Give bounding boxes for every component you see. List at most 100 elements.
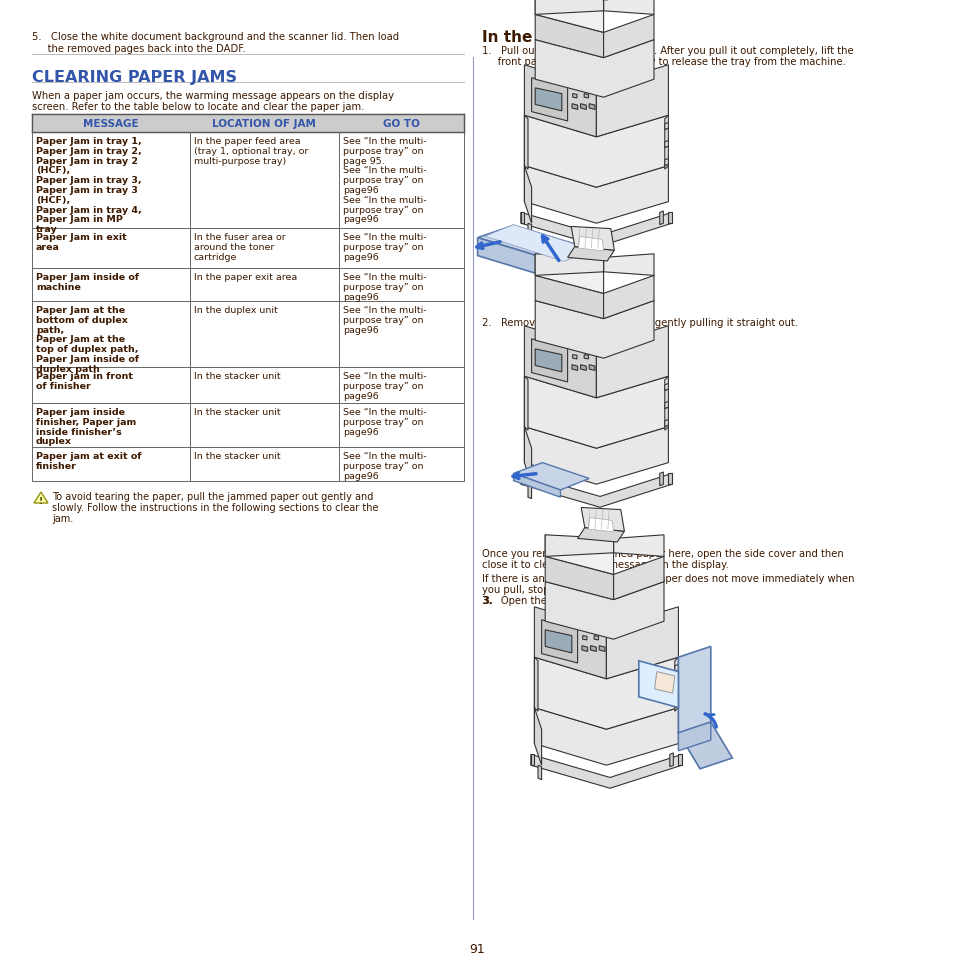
- Text: In the stacker unit: In the stacker unit: [193, 408, 280, 416]
- Polygon shape: [544, 536, 613, 557]
- Text: Paper jam in front: Paper jam in front: [36, 372, 132, 380]
- Polygon shape: [567, 248, 614, 262]
- Text: screen. Refer to the table below to locate and clear the paper jam.: screen. Refer to the table below to loca…: [32, 102, 364, 112]
- Polygon shape: [674, 682, 678, 690]
- Polygon shape: [524, 327, 596, 398]
- Bar: [32, 115, 463, 132]
- Text: multi-purpose tray): multi-purpose tray): [193, 156, 286, 166]
- Text: you pull, stop pulling. Then:: you pull, stop pulling. Then:: [481, 584, 620, 595]
- Polygon shape: [535, 254, 603, 276]
- Polygon shape: [583, 355, 588, 359]
- Polygon shape: [524, 66, 596, 137]
- Polygon shape: [588, 518, 613, 533]
- Polygon shape: [524, 167, 531, 224]
- Polygon shape: [603, 0, 654, 15]
- Text: In the tray 1: In the tray 1: [481, 30, 587, 45]
- Text: Paper Jam in tray 2: Paper Jam in tray 2: [36, 156, 138, 166]
- Text: purpose tray” on: purpose tray” on: [342, 315, 423, 324]
- Text: duplex: duplex: [36, 436, 71, 446]
- Text: See “In the multi-: See “In the multi-: [342, 273, 426, 282]
- Text: 1.   Pull out the paper tray to open. After you pull it out completely, lift the: 1. Pull out the paper tray to open. Afte…: [481, 46, 853, 56]
- Polygon shape: [582, 636, 586, 640]
- Text: around the toner: around the toner: [193, 243, 274, 252]
- Polygon shape: [577, 528, 624, 542]
- Text: close it to clear the error message on the display.: close it to clear the error message on t…: [481, 559, 728, 569]
- Polygon shape: [477, 226, 596, 264]
- Text: front part of the tray up slightly to release the tray from the machine.: front part of the tray up slightly to re…: [481, 57, 845, 67]
- Polygon shape: [534, 658, 537, 712]
- Text: Paper Jam in exit: Paper Jam in exit: [36, 233, 127, 242]
- Polygon shape: [594, 636, 598, 640]
- Text: CLEARING PAPER JAMS: CLEARING PAPER JAMS: [32, 70, 236, 85]
- Polygon shape: [583, 94, 588, 99]
- Polygon shape: [535, 301, 654, 359]
- Text: See “In the multi-: See “In the multi-: [342, 408, 426, 416]
- Polygon shape: [544, 557, 613, 600]
- Polygon shape: [578, 237, 603, 252]
- Text: Paper Jam in MP: Paper Jam in MP: [36, 215, 123, 224]
- Text: 3.: 3.: [481, 596, 493, 605]
- Text: path,: path,: [36, 325, 64, 335]
- Text: Once you remove the jammed paper here, open the side cover and then: Once you remove the jammed paper here, o…: [481, 548, 842, 558]
- Text: Paper jam inside: Paper jam inside: [36, 408, 125, 416]
- Polygon shape: [606, 607, 678, 679]
- Text: purpose tray” on: purpose tray” on: [342, 381, 423, 391]
- Polygon shape: [520, 474, 671, 508]
- Polygon shape: [571, 227, 614, 251]
- Polygon shape: [531, 79, 567, 122]
- Polygon shape: [530, 755, 534, 765]
- Text: In the fuser area or: In the fuser area or: [193, 233, 285, 242]
- Text: duplex path: duplex path: [36, 364, 100, 374]
- Polygon shape: [531, 339, 567, 382]
- Text: page96: page96: [342, 293, 378, 301]
- Text: purpose tray” on: purpose tray” on: [342, 417, 423, 426]
- Text: finisher: finisher: [36, 461, 77, 471]
- Text: purpose tray” on: purpose tray” on: [342, 243, 423, 252]
- Text: In the stacker unit: In the stacker unit: [193, 452, 280, 460]
- Polygon shape: [596, 327, 668, 398]
- Text: Paper Jam in tray 1,: Paper Jam in tray 1,: [36, 137, 142, 146]
- Polygon shape: [535, 15, 603, 58]
- Polygon shape: [524, 167, 668, 224]
- Polygon shape: [544, 536, 613, 575]
- Text: In the paper feed area: In the paper feed area: [193, 137, 300, 146]
- Polygon shape: [589, 365, 595, 371]
- Text: See “In the multi-: See “In the multi-: [342, 306, 426, 314]
- Text: of finisher: of finisher: [36, 381, 91, 391]
- Text: MESSAGE: MESSAGE: [83, 119, 138, 129]
- Text: page96: page96: [342, 391, 378, 400]
- Text: page 95.: page 95.: [342, 156, 384, 166]
- Polygon shape: [596, 66, 668, 137]
- Polygon shape: [535, 350, 561, 373]
- Polygon shape: [664, 376, 668, 431]
- Text: Paper Jam at the: Paper Jam at the: [36, 335, 125, 344]
- Text: Paper Jam in tray 4,: Paper Jam in tray 4,: [36, 206, 142, 214]
- Polygon shape: [535, 0, 603, 15]
- Polygon shape: [603, 276, 654, 319]
- Polygon shape: [484, 226, 592, 262]
- Polygon shape: [544, 630, 571, 653]
- Polygon shape: [513, 474, 559, 497]
- Polygon shape: [559, 252, 596, 281]
- Text: cartridge: cartridge: [193, 253, 236, 261]
- Text: 91: 91: [469, 942, 484, 953]
- Polygon shape: [654, 672, 674, 694]
- Polygon shape: [678, 722, 710, 751]
- Polygon shape: [524, 376, 668, 449]
- Text: Paper Jam inside of: Paper Jam inside of: [36, 355, 139, 364]
- Polygon shape: [668, 213, 671, 224]
- Text: (HCF),: (HCF),: [36, 195, 71, 205]
- Polygon shape: [535, 89, 561, 112]
- Text: GO TO: GO TO: [382, 119, 419, 129]
- Polygon shape: [530, 755, 681, 788]
- Text: When a paper jam occurs, the warming message appears on the display: When a paper jam occurs, the warming mes…: [32, 91, 394, 101]
- Polygon shape: [581, 646, 587, 652]
- Polygon shape: [664, 123, 668, 131]
- Polygon shape: [534, 708, 541, 765]
- Text: 2.   Remove the jammed paper by gently pulling it straight out.: 2. Remove the jammed paper by gently pul…: [481, 317, 797, 328]
- Text: page96: page96: [342, 253, 378, 261]
- Polygon shape: [524, 116, 527, 170]
- Text: See “In the multi-: See “In the multi-: [342, 195, 426, 205]
- Polygon shape: [527, 485, 531, 499]
- Text: (tray 1, optional tray, or: (tray 1, optional tray, or: [193, 147, 308, 155]
